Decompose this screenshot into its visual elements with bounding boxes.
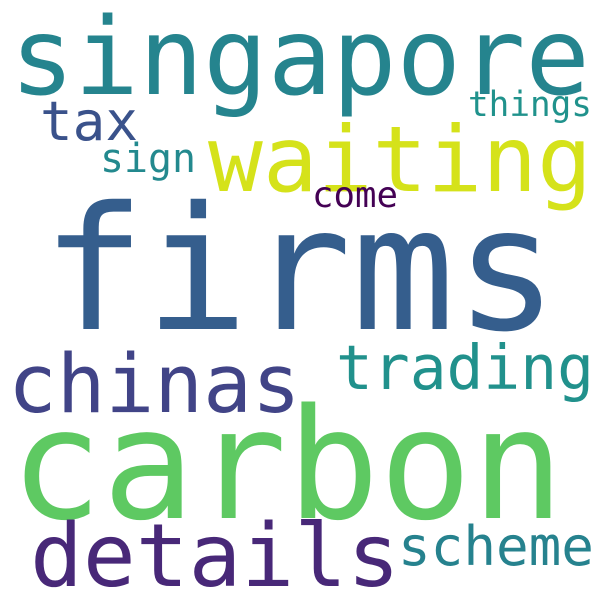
word-trading: trading xyxy=(336,333,594,404)
word-waiting: waiting xyxy=(208,107,592,213)
word-come: come xyxy=(312,175,398,216)
word-things: things xyxy=(468,85,592,125)
word-tax: tax xyxy=(40,90,138,153)
word-carbon: carbon xyxy=(10,377,564,555)
word-singapore: singapore xyxy=(10,0,590,120)
word-details: details xyxy=(30,505,400,600)
word-sign: sign xyxy=(100,136,196,182)
word-chinas: chinas xyxy=(8,338,301,432)
word-firms: firms xyxy=(42,171,558,370)
word-scheme: scheme xyxy=(398,515,594,578)
